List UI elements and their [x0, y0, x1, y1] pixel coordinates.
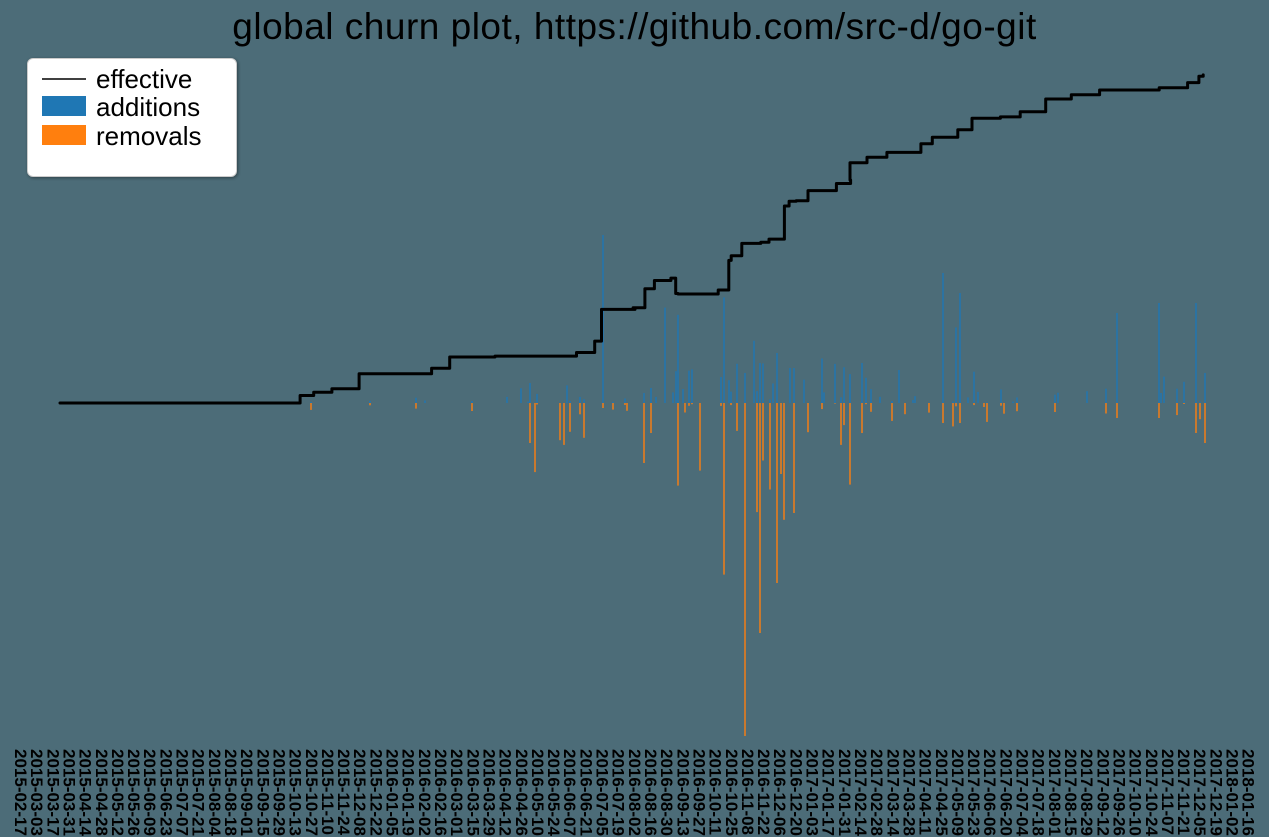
- svg-text:2015-09-15: 2015-09-15: [253, 749, 272, 836]
- svg-text:2017-03-14: 2017-03-14: [883, 749, 902, 837]
- svg-text:2018-01-16: 2018-01-16: [1239, 749, 1258, 836]
- svg-text:2016-02-02: 2016-02-02: [415, 749, 434, 836]
- svg-text:2015-09-01: 2015-09-01: [237, 749, 256, 836]
- svg-text:2016-03-01: 2016-03-01: [447, 749, 466, 836]
- svg-text:2016-11-22: 2016-11-22: [754, 749, 773, 835]
- svg-text:2017-03-28: 2017-03-28: [899, 749, 918, 836]
- svg-text:2016-10-25: 2016-10-25: [722, 749, 741, 836]
- svg-text:2016-08-30: 2016-08-30: [657, 749, 676, 836]
- svg-text:2017-05-09: 2017-05-09: [948, 749, 967, 836]
- svg-text:2015-05-12: 2015-05-12: [108, 749, 127, 836]
- svg-text:effective: effective: [96, 64, 192, 94]
- svg-text:2015-04-14: 2015-04-14: [76, 749, 95, 837]
- svg-text:2017-04-11: 2017-04-11: [916, 749, 935, 835]
- svg-text:2016-08-16: 2016-08-16: [641, 749, 660, 836]
- svg-text:2015-03-03: 2015-03-03: [27, 749, 46, 836]
- svg-text:2017-07-18: 2017-07-18: [1029, 749, 1048, 836]
- svg-text:2016-04-26: 2016-04-26: [512, 749, 531, 836]
- svg-text:2015-07-07: 2015-07-07: [173, 749, 192, 836]
- svg-text:2015-02-17: 2015-02-17: [11, 749, 30, 836]
- svg-text:2015-07-21: 2015-07-21: [189, 749, 208, 836]
- svg-text:2015-10-27: 2015-10-27: [302, 749, 321, 836]
- svg-text:2016-04-12: 2016-04-12: [496, 749, 515, 836]
- svg-text:2017-07-04: 2017-07-04: [1013, 749, 1032, 837]
- svg-text:2017-01-31: 2017-01-31: [835, 749, 854, 836]
- svg-text:2016-03-29: 2016-03-29: [479, 749, 498, 836]
- svg-text:2016-09-13: 2016-09-13: [673, 749, 692, 836]
- svg-text:2017-09-12: 2017-09-12: [1093, 749, 1112, 836]
- svg-text:2015-09-29: 2015-09-29: [269, 749, 288, 836]
- svg-text:2016-11-08: 2016-11-08: [738, 749, 757, 835]
- svg-text:2017-01-03: 2017-01-03: [803, 749, 822, 836]
- svg-text:2015-12-08: 2015-12-08: [350, 749, 369, 836]
- svg-text:2015-12-22: 2015-12-22: [366, 749, 385, 836]
- svg-text:2016-02-16: 2016-02-16: [431, 749, 450, 836]
- svg-text:2015-11-24: 2015-11-24: [334, 749, 353, 836]
- svg-text:2016-03-15: 2016-03-15: [463, 749, 482, 836]
- svg-text:2015-08-18: 2015-08-18: [221, 749, 240, 836]
- svg-text:2017-12-19: 2017-12-19: [1206, 749, 1225, 836]
- svg-text:2017-08-29: 2017-08-29: [1077, 749, 1096, 836]
- svg-text:2016-06-07: 2016-06-07: [560, 749, 579, 836]
- svg-text:2016-08-02: 2016-08-02: [625, 749, 644, 836]
- svg-text:2015-03-17: 2015-03-17: [43, 749, 62, 836]
- svg-text:2017-12-05: 2017-12-05: [1190, 749, 1209, 836]
- svg-text:2017-06-06: 2017-06-06: [980, 749, 999, 836]
- svg-text:2015-06-23: 2015-06-23: [156, 749, 175, 836]
- svg-text:2015-10-13: 2015-10-13: [286, 749, 305, 836]
- svg-text:2017-10-24: 2017-10-24: [1142, 749, 1161, 837]
- svg-text:removals: removals: [96, 121, 201, 151]
- svg-text:2016-07-05: 2016-07-05: [593, 749, 612, 836]
- svg-text:additions: additions: [96, 92, 200, 122]
- svg-text:2016-01-19: 2016-01-19: [399, 749, 418, 836]
- svg-text:2015-08-04: 2015-08-04: [205, 749, 224, 837]
- svg-text:2017-08-01: 2017-08-01: [1045, 749, 1064, 836]
- svg-text:2016-05-10: 2016-05-10: [528, 749, 547, 836]
- svg-text:2015-06-09: 2015-06-09: [140, 749, 159, 836]
- svg-text:2015-05-26: 2015-05-26: [124, 749, 143, 836]
- svg-text:2016-12-06: 2016-12-06: [770, 749, 789, 836]
- svg-text:2017-10-10: 2017-10-10: [1126, 749, 1145, 836]
- svg-text:2017-08-15: 2017-08-15: [1061, 749, 1080, 836]
- svg-text:2016-10-11: 2016-10-11: [706, 749, 725, 835]
- svg-text:2015-03-31: 2015-03-31: [59, 749, 78, 836]
- svg-text:2016-01-05: 2016-01-05: [383, 749, 402, 836]
- svg-text:2017-05-23: 2017-05-23: [964, 749, 983, 836]
- svg-text:2015-11-10: 2015-11-10: [318, 749, 337, 835]
- svg-text:2017-09-26: 2017-09-26: [1109, 749, 1128, 836]
- svg-text:2015-04-28: 2015-04-28: [92, 749, 111, 836]
- svg-text:2017-11-21: 2017-11-21: [1174, 749, 1193, 835]
- svg-text:2017-02-28: 2017-02-28: [867, 749, 886, 836]
- svg-text:2016-09-27: 2016-09-27: [689, 749, 708, 836]
